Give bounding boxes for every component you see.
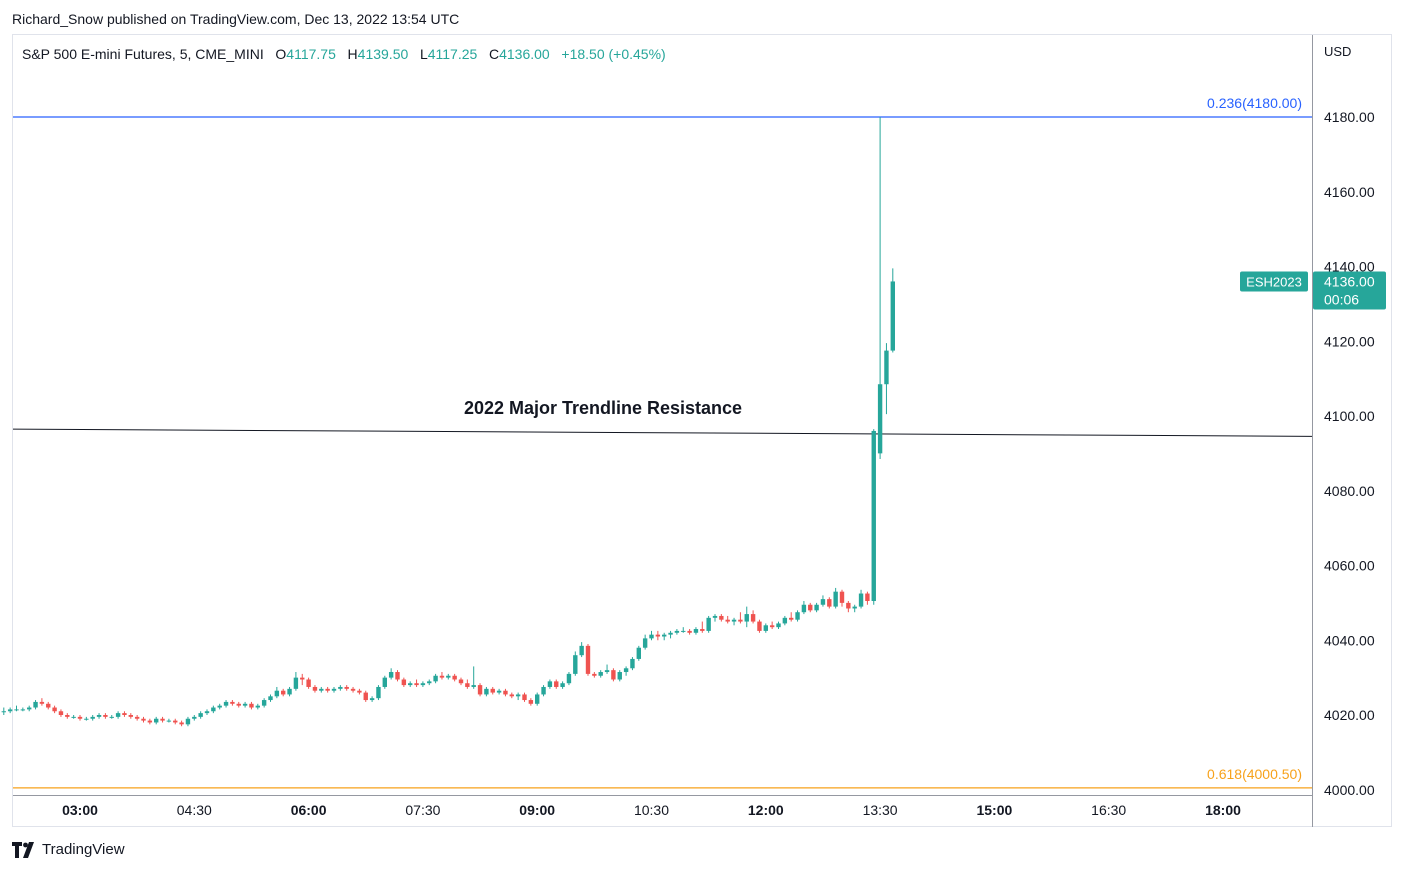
chart-frame	[12, 34, 1392, 827]
legend-close: 4136.00	[499, 46, 550, 62]
legend-open: 4117.75	[286, 46, 336, 62]
legend-close-label: C	[488, 46, 500, 62]
legend-high-label: H	[347, 46, 358, 62]
legend-open-label: O	[275, 46, 287, 62]
candle	[1, 707, 6, 715]
legend-low-label: L	[419, 46, 428, 62]
legend-change: +18.50 (+0.45%)	[561, 46, 666, 62]
legend-high: 4139.50	[357, 46, 409, 62]
candle-body	[1, 711, 6, 713]
legend-symbol[interactable]: S&P 500 E-mini Futures, 5, CME_MINI	[22, 46, 264, 62]
symbol-legend: S&P 500 E-mini Futures, 5, CME_MINI O411…	[22, 46, 666, 62]
legend-low: 4117.25	[427, 46, 478, 62]
tradingview-branding[interactable]: TradingView	[12, 841, 125, 858]
publish-line: Richard_Snow published on TradingView.co…	[12, 11, 460, 27]
branding-text: TradingView	[42, 841, 125, 858]
tradingview-logo-icon	[12, 841, 34, 858]
